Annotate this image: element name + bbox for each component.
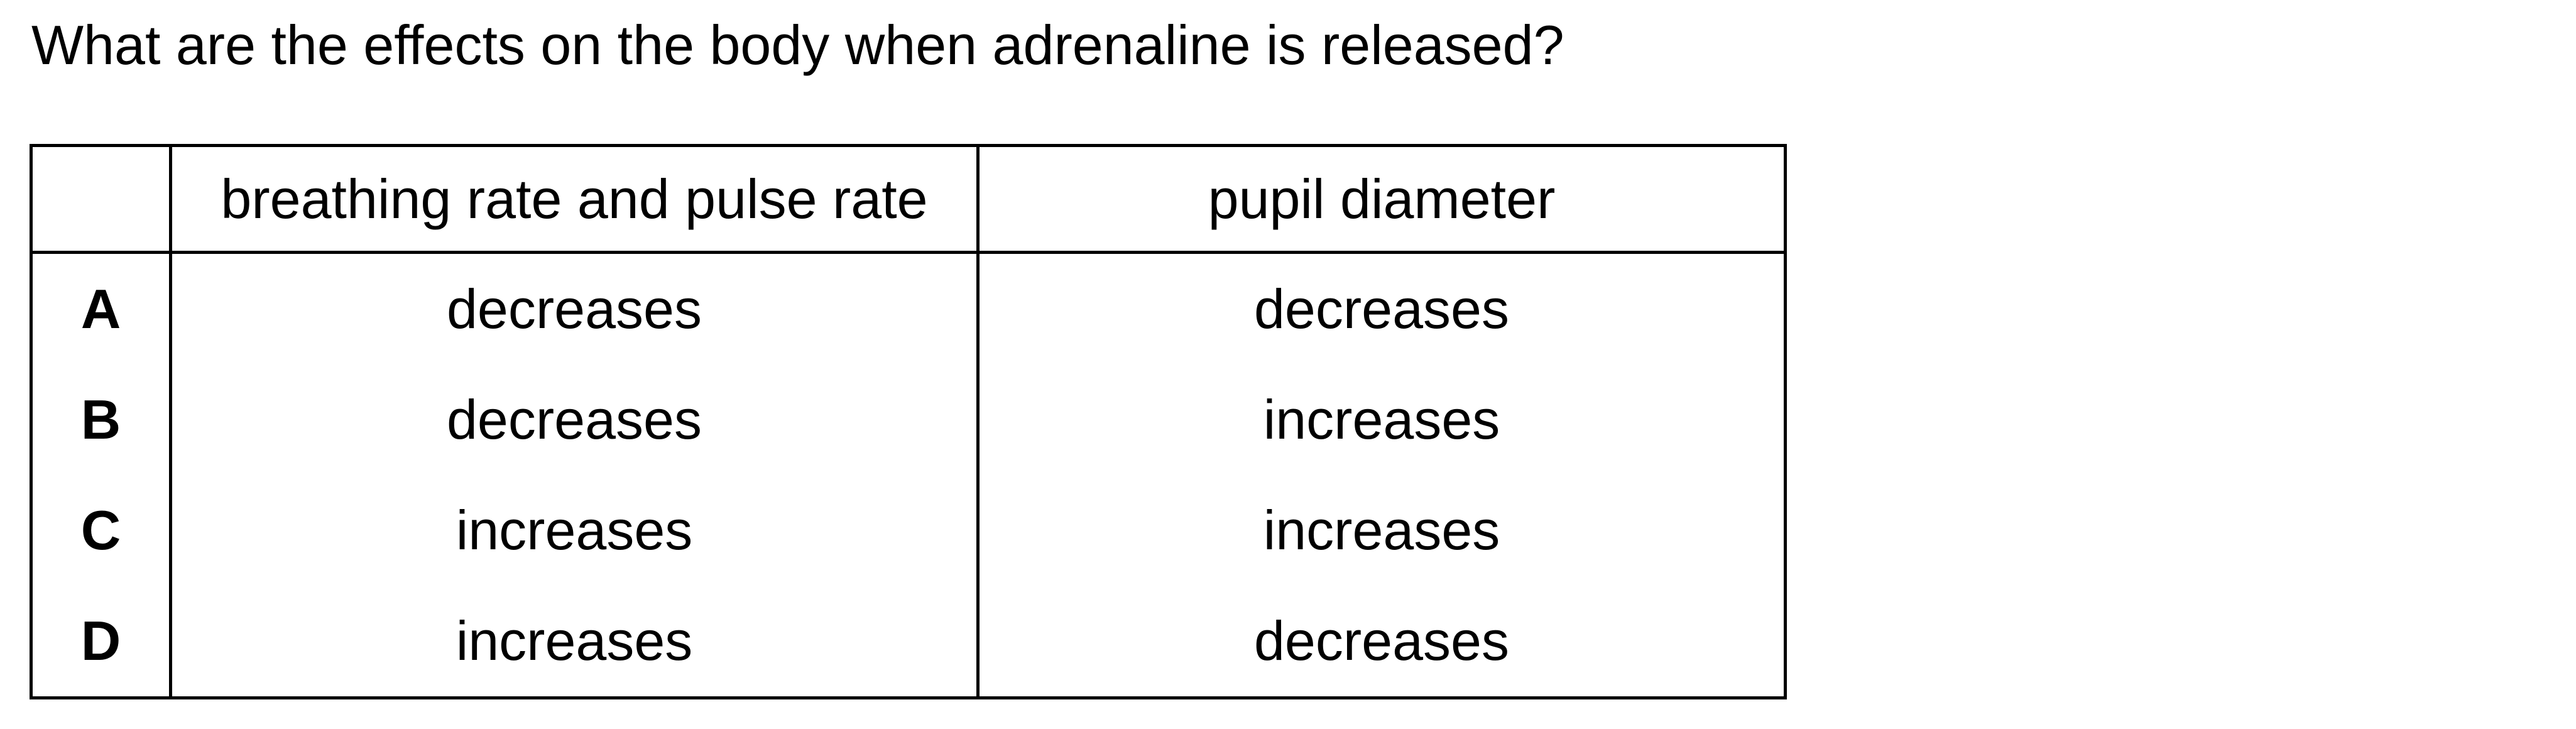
table-row-b: B decreases increases bbox=[30, 364, 1787, 475]
answer-table: breathing rate and pulse rate pupil diam… bbox=[30, 144, 1787, 699]
option-label-b: B bbox=[30, 364, 172, 475]
breathing-pulse-a: decreases bbox=[169, 252, 980, 364]
option-label-a: A bbox=[30, 252, 172, 364]
table-row-d: D increases decreases bbox=[30, 586, 1787, 699]
table-row-a: A decreases decreases bbox=[30, 252, 1787, 364]
header-breathing-pulse-rate: breathing rate and pulse rate bbox=[169, 144, 980, 254]
breathing-pulse-b: decreases bbox=[169, 364, 980, 475]
header-pupil-diameter: pupil diameter bbox=[976, 144, 1787, 254]
breathing-pulse-d: increases bbox=[169, 586, 980, 699]
pupil-a: decreases bbox=[976, 252, 1787, 364]
pupil-b: increases bbox=[976, 364, 1787, 475]
pupil-d: decreases bbox=[976, 586, 1787, 699]
table-header-row: breathing rate and pulse rate pupil diam… bbox=[30, 144, 1787, 254]
pupil-c: increases bbox=[976, 475, 1787, 586]
breathing-pulse-c: increases bbox=[169, 475, 980, 586]
option-label-d: D bbox=[30, 586, 172, 699]
question-text: What are the effects on the body when ad… bbox=[31, 14, 1564, 76]
header-option bbox=[30, 144, 172, 254]
option-label-c: C bbox=[30, 475, 172, 586]
table-row-c: C increases increases bbox=[30, 475, 1787, 586]
